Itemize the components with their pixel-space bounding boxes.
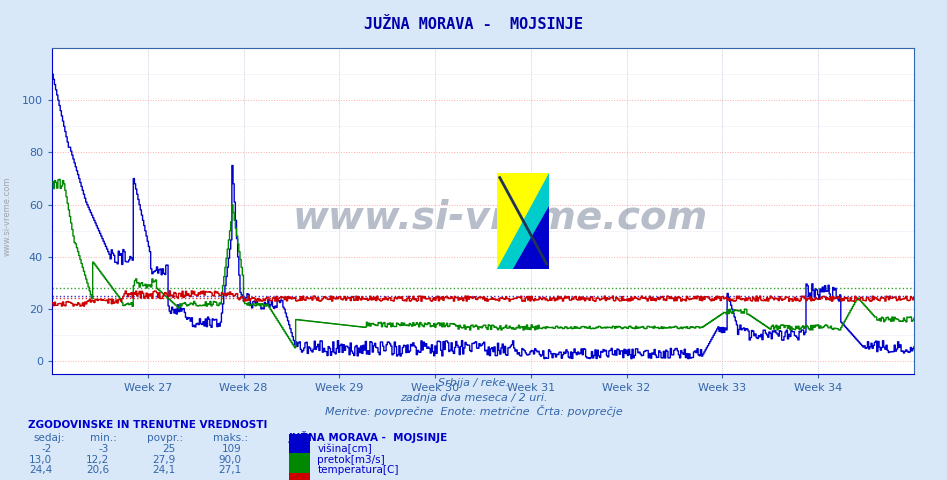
Text: 27,1: 27,1 [218,465,241,475]
Text: -2: -2 [42,444,52,454]
Text: povpr.:: povpr.: [147,432,183,443]
Text: 24,4: 24,4 [28,465,52,475]
Bar [289,453,310,473]
Text: www.si-vreme.com: www.si-vreme.com [293,199,707,237]
Text: zadnja dva meseca / 2 uri.: zadnja dva meseca / 2 uri. [400,393,547,403]
Text: pretok[m3/s]: pretok[m3/s] [317,455,385,465]
Text: 25: 25 [162,444,175,454]
Text: 13,0: 13,0 [29,455,52,465]
Text: -3: -3 [98,444,109,454]
Text: 27,9: 27,9 [152,455,175,465]
Text: JUŽNA MORAVA -  MOJSINJE: JUŽNA MORAVA - MOJSINJE [289,431,448,443]
Polygon shape [513,206,549,269]
Bar [289,434,310,454]
Bar [289,472,310,480]
Text: sedaj:: sedaj: [33,432,64,443]
Polygon shape [497,173,549,269]
Text: 12,2: 12,2 [85,455,109,465]
Text: 109: 109 [222,444,241,454]
Text: Srbija / reke.: Srbija / reke. [438,378,509,388]
Text: JUŽNA MORAVA -  MOJSINJE: JUŽNA MORAVA - MOJSINJE [364,17,583,32]
Text: višina[cm]: višina[cm] [317,444,372,454]
Text: 20,6: 20,6 [86,465,109,475]
Polygon shape [497,173,549,269]
Text: 24,1: 24,1 [152,465,175,475]
Text: Meritve: povprečne  Enote: metrične  Črta: povprečje: Meritve: povprečne Enote: metrične Črta:… [325,405,622,417]
Text: 90,0: 90,0 [219,455,241,465]
Text: ZGODOVINSKE IN TRENUTNE VREDNOSTI: ZGODOVINSKE IN TRENUTNE VREDNOSTI [28,420,268,430]
Text: maks.:: maks.: [213,432,248,443]
Text: temperatura[C]: temperatura[C] [317,465,399,475]
Text: www.si-vreme.com: www.si-vreme.com [3,176,12,256]
Text: min.:: min.: [90,432,116,443]
